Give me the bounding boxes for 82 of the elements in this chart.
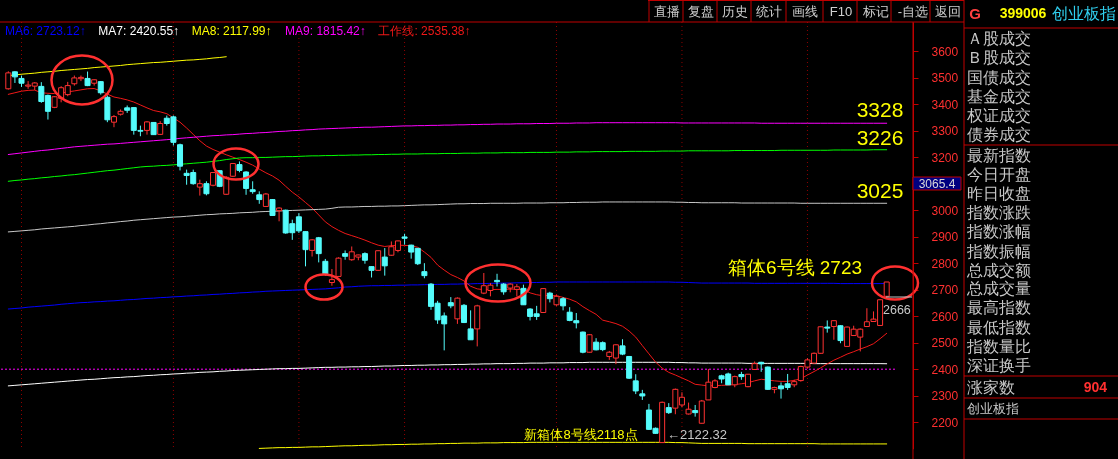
- annotation: 3328: [856, 98, 904, 121]
- y-tick-label: 3600: [931, 44, 959, 59]
- y-tick-label: 3500: [931, 71, 959, 86]
- candlestick: [104, 94, 111, 123]
- y-tick-label: 3400: [931, 97, 959, 112]
- text: 创业板指: [967, 401, 1019, 416]
- legend-label: MA9: 1815.42↑: [285, 24, 366, 38]
- text: Ａ股成交: [967, 30, 1031, 47]
- text: 904: [1083, 379, 1108, 395]
- y-tick-label: 2800: [931, 256, 959, 271]
- text: 工作线: 2535.38↑: [378, 24, 471, 38]
- line-series: [258, 441, 888, 449]
- text: Ｂ股成交: [967, 49, 1031, 66]
- text: MA6: 2723.12↑: [5, 24, 86, 38]
- y-tick-label: 2500: [931, 336, 959, 351]
- text: 指数振幅: [966, 243, 1031, 260]
- annotation: 3226: [856, 126, 904, 149]
- text: 总成交量: [966, 280, 1031, 297]
- y-tick-label: 2600: [931, 309, 959, 324]
- text: 国债成交: [967, 69, 1031, 86]
- candlestick: [830, 319, 837, 341]
- candlestick: [315, 236, 322, 263]
- y-tick-label: 3200: [931, 150, 959, 165]
- y-tick-label: 2900: [931, 230, 959, 245]
- text: 标记: [862, 3, 889, 19]
- text: 复盘: [688, 3, 714, 19]
- line-series: [7, 361, 888, 387]
- text: 今日开盘: [967, 166, 1031, 183]
- y-tick-label: 2300: [931, 389, 959, 404]
- text: MA7: 2420.55↑: [98, 24, 180, 38]
- text: 指数涨幅: [966, 223, 1031, 240]
- y-tick-label: 2400: [931, 362, 959, 377]
- text: 创业板指: [1052, 5, 1116, 22]
- text: 直播: [654, 3, 680, 19]
- candlestick: [5, 70, 12, 91]
- text: 权证成交: [966, 107, 1031, 124]
- candlestick: [764, 366, 771, 391]
- y-tick-label: 2200: [931, 415, 959, 430]
- candlestick: [177, 143, 184, 171]
- candlestick: [474, 304, 481, 347]
- annotation: 3025: [856, 179, 904, 202]
- text: 返回: [935, 3, 961, 19]
- candlestick: [342, 249, 349, 261]
- annotation: 2666: [883, 303, 911, 317]
- line-series: [7, 201, 888, 233]
- text: 统计: [756, 3, 782, 19]
- text: 最低指数: [967, 319, 1031, 336]
- text: 债券成交: [967, 126, 1031, 143]
- text: 基金成交: [967, 88, 1031, 105]
- candlestick: [586, 333, 593, 353]
- text: 总成交额: [966, 262, 1031, 279]
- candlestick: [302, 230, 309, 267]
- text: MA8: 2117.99↑: [191, 24, 272, 38]
- candlestick: [494, 273, 501, 287]
- candlestick: [276, 206, 283, 222]
- candlestick: [375, 249, 382, 272]
- candlestick: [540, 287, 547, 314]
- text: G: [969, 5, 981, 22]
- text: 涨家数: [967, 379, 1015, 396]
- y-tick-label: 2700: [931, 283, 959, 298]
- candlestick: [467, 309, 474, 341]
- text: -自选: [897, 3, 929, 19]
- text: F10: [829, 3, 853, 19]
- candlestick: [837, 324, 844, 344]
- text: 最高指数: [967, 299, 1031, 316]
- annotation: ←2122.32: [667, 427, 727, 442]
- text: 3065.4: [918, 176, 956, 191]
- y-tick-label: 3000: [931, 203, 959, 218]
- y-tick-label: 3300: [931, 124, 959, 139]
- annotation: 新箱体8号线2118点: [524, 427, 638, 442]
- text: 昨日收盘: [967, 185, 1031, 202]
- candlestick: [632, 373, 639, 395]
- text: 深证换手: [967, 357, 1031, 374]
- text: 指数量比: [966, 338, 1031, 355]
- text: 画线: [792, 3, 818, 19]
- text: 399006: [999, 5, 1047, 21]
- candlestick: [381, 247, 388, 277]
- text: 历史: [722, 3, 748, 19]
- candlestick: [454, 296, 461, 325]
- annotation: 箱体6号线 2723: [727, 257, 863, 278]
- text: 最新指数: [967, 147, 1031, 164]
- text: 指数涨跌: [966, 204, 1031, 221]
